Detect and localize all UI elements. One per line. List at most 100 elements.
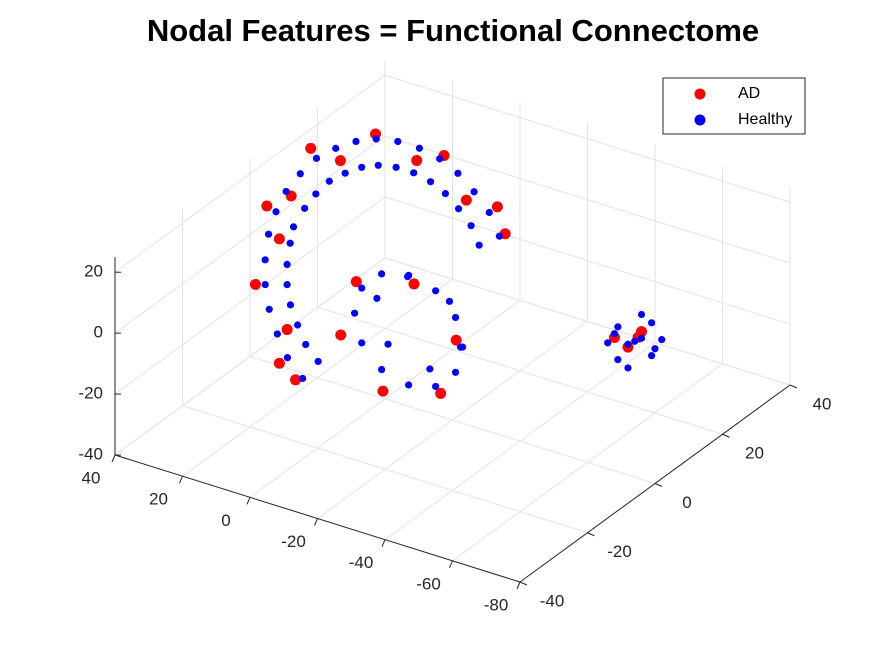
data-point (273, 233, 285, 245)
data-point (265, 305, 273, 313)
data-point (460, 194, 472, 206)
x-tick-label: -40 (349, 553, 374, 572)
data-point (454, 169, 462, 177)
data-point (614, 356, 622, 364)
data-point (374, 161, 382, 169)
data-point (249, 278, 261, 290)
x-tick-label: 40 (82, 468, 101, 487)
data-point (299, 374, 307, 382)
y-tick-label: 40 (813, 394, 832, 413)
data-point (651, 345, 659, 353)
data-point (301, 204, 309, 212)
x-tick-label: 0 (221, 511, 230, 530)
data-point (358, 339, 366, 347)
data-point (325, 177, 333, 185)
x-tick-mark (381, 539, 386, 547)
data-point (435, 387, 447, 399)
data-point (351, 309, 359, 317)
grid-line (182, 405, 588, 534)
data-point (378, 365, 386, 374)
data-point (491, 201, 503, 213)
data-point (378, 270, 386, 278)
data-point (334, 155, 346, 167)
data-point (441, 189, 450, 198)
data-point (637, 334, 646, 342)
data-point (411, 154, 423, 166)
y-tick-mark (654, 483, 663, 487)
data-point (475, 241, 483, 249)
y-tick-label: 0 (682, 493, 691, 512)
data-point (648, 319, 656, 327)
chart-title: Nodal Features = Functional Connectome (147, 13, 759, 48)
grid-line (114, 135, 386, 334)
legend-box (662, 77, 806, 135)
data-point (296, 170, 304, 178)
x-tick-mark (179, 475, 183, 484)
data-point (614, 323, 622, 331)
data-point (408, 278, 420, 290)
y-tick-mark (519, 581, 528, 586)
x-tick-mark (314, 518, 318, 526)
data-point (415, 144, 424, 152)
legend-label: Healthy (738, 111, 792, 128)
y-tick-label: 20 (745, 444, 764, 463)
data-point (610, 330, 619, 338)
data-point (286, 239, 294, 247)
data-point (272, 208, 280, 216)
data-point (658, 335, 666, 344)
x-tick-mark (516, 581, 521, 590)
data-point (377, 385, 389, 397)
y-tick-label: -40 (540, 591, 565, 610)
data-point (352, 137, 360, 145)
data-point (637, 310, 646, 319)
data-point (273, 330, 281, 338)
data-point (436, 155, 444, 163)
grid-line (384, 135, 791, 264)
data-point (283, 260, 291, 269)
data-point (470, 188, 478, 196)
data-point (358, 284, 366, 292)
data-point (426, 178, 435, 186)
grid-line (114, 196, 386, 395)
data-point (332, 144, 340, 152)
data-point (261, 200, 273, 212)
z-tick-label: 0 (94, 323, 103, 342)
data-point (273, 357, 285, 369)
data-point (467, 222, 475, 230)
x-tick-mark (111, 454, 116, 463)
data-point (432, 382, 440, 391)
data-point (350, 276, 362, 288)
data-point (312, 154, 321, 162)
data-point (264, 230, 273, 238)
data-point (495, 232, 504, 240)
data-point (312, 190, 320, 198)
z-tick-label: -20 (78, 384, 103, 403)
data-point (261, 280, 269, 289)
x-tick-label: -20 (281, 532, 306, 551)
data-point (405, 381, 413, 389)
x-tick-label: -80 (484, 595, 509, 614)
data-point (282, 187, 290, 196)
data-point (426, 365, 434, 373)
data-point (631, 337, 639, 345)
data-point (281, 324, 293, 336)
data-point (451, 313, 460, 322)
points (249, 128, 666, 399)
z-tick-label: 20 (84, 262, 103, 281)
y-tick-mark (587, 532, 595, 537)
z-tick-label: -40 (78, 444, 103, 463)
y-tick-mark (789, 384, 798, 389)
data-point (305, 142, 317, 154)
data-point (289, 223, 298, 231)
data-point (293, 321, 302, 329)
x-tick-mark (246, 497, 251, 505)
data-point (410, 169, 418, 177)
data-point (290, 374, 302, 386)
data-point (624, 340, 632, 348)
legend-marker (694, 114, 706, 126)
data-point (451, 368, 460, 376)
data-point (302, 340, 310, 349)
data-point (450, 334, 462, 346)
data-point (457, 343, 465, 351)
